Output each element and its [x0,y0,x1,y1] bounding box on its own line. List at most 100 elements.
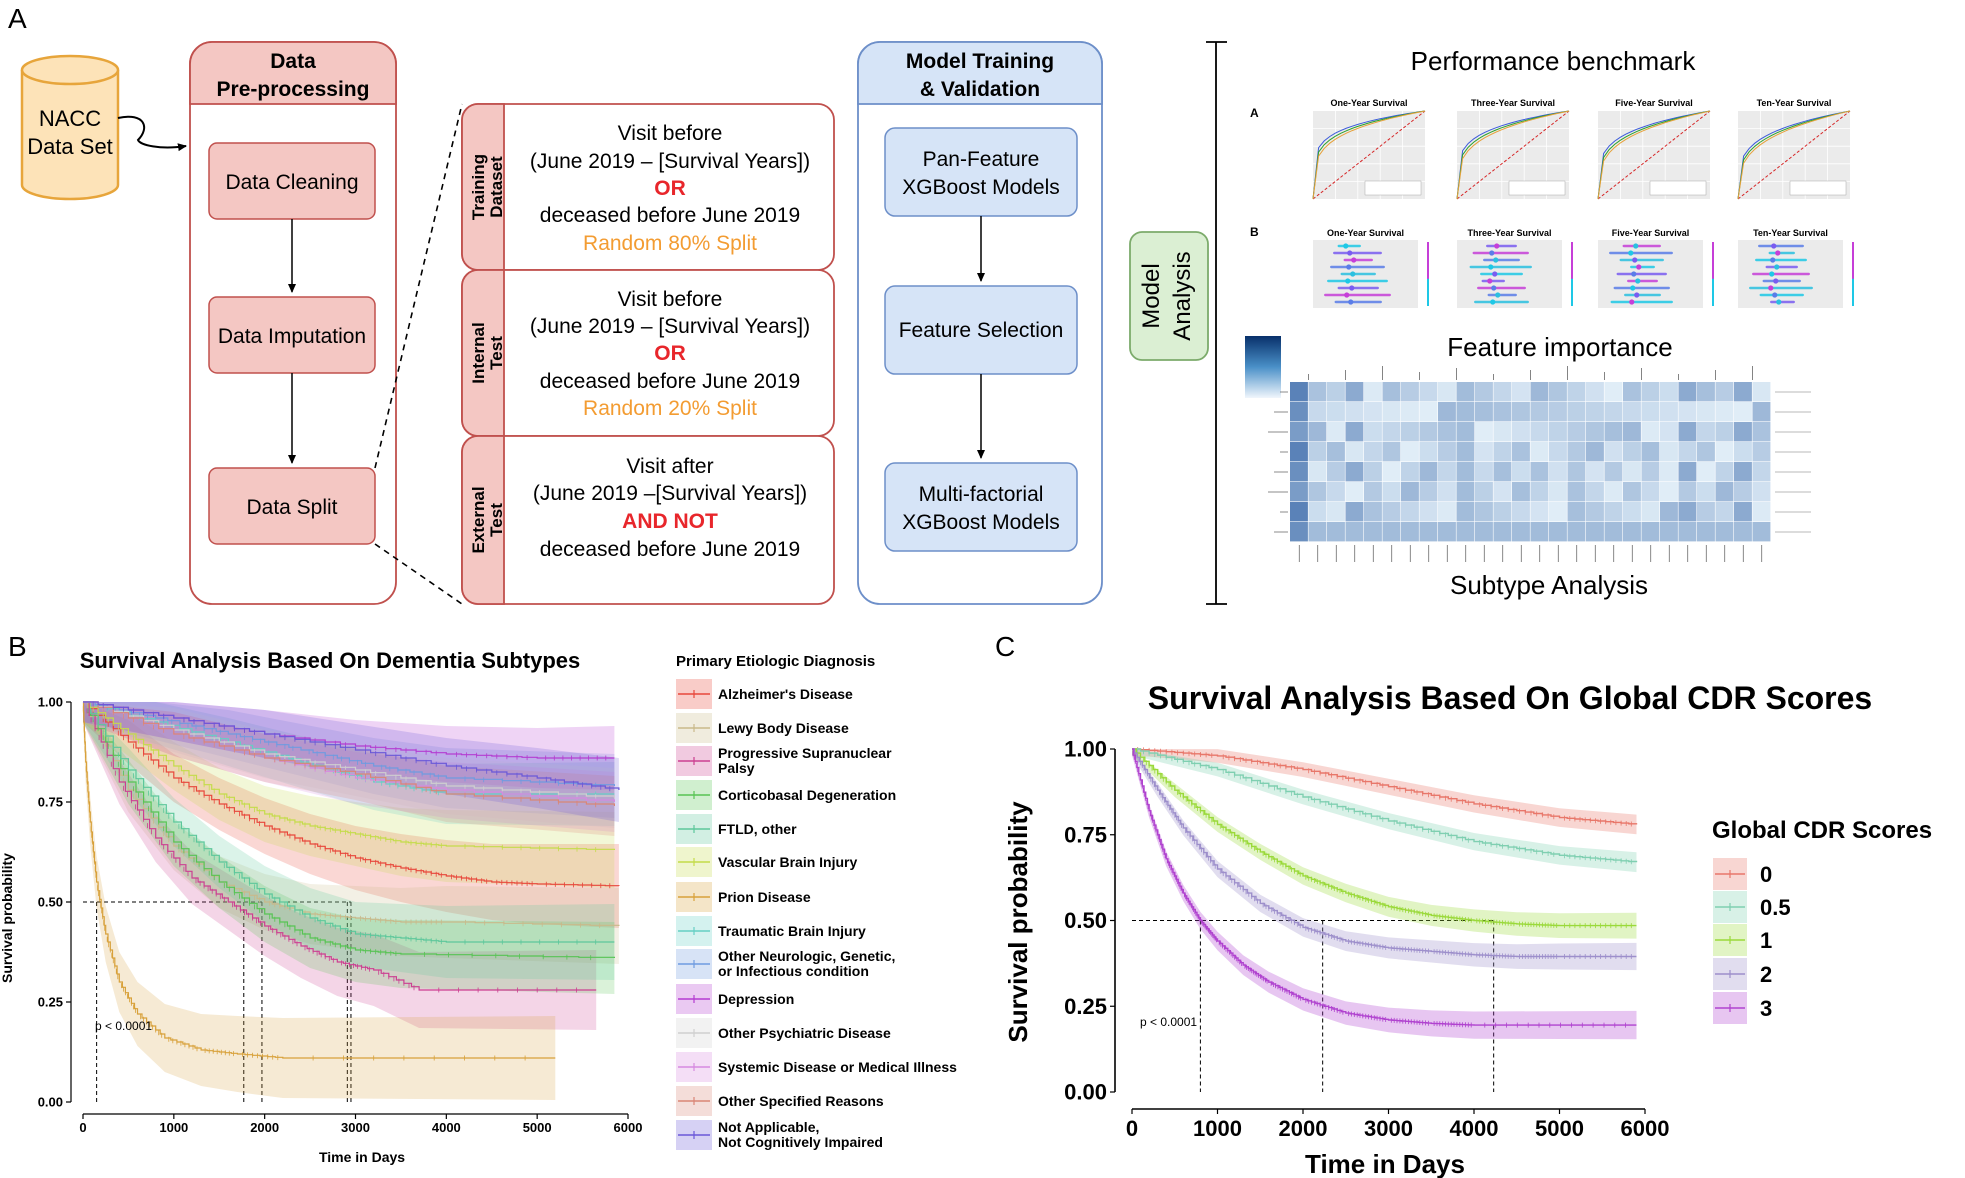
survival-curve [1132,748,1638,825]
legend-b-label: Lewy Body Disease [718,720,849,736]
split-training-label-1: Training [469,154,488,220]
legend-b-label: Other Psychiatric Disease [718,1025,891,1041]
preprocessing-title-1: Data [270,50,316,73]
roc-thumb-1: One-Year Survival [1312,98,1426,200]
legend-b-label: Progressive Supranuclear [718,745,892,761]
survival-curve [1132,748,1637,1026]
ci-band [1132,749,1637,939]
legend-b-item: Systemic Disease or Medical Illness [676,1052,957,1082]
step-pan-feature-l2: XGBoost Models [902,176,1060,199]
shap-thumb-title: Ten-Year Survival [1753,228,1828,238]
legend-c-label: 0.5 [1760,895,1791,920]
legend-b-label: Vascular Brain Injury [718,854,857,870]
chart-c-pvalue: p < 0.0001 [1140,1015,1197,1029]
survival-curve [83,701,620,887]
chart-b-ylabel: Survival probability [0,853,15,983]
legend-b-item: Vascular Brain Injury [676,847,857,877]
shap-thumb-2: Three-Year Survival [1457,228,1573,308]
step-pan-feature [884,127,1078,217]
analysis-thumbnails: Performance benchmark A B One-Year Survi… [1245,46,1854,600]
legend-b-label: Not Applicable, [718,1119,819,1135]
x-tick-label: 3000 [341,1120,370,1135]
analysis-label-1: Model [1138,263,1165,328]
nacc-dataset-cylinder: NACC Data Set [20,54,120,201]
x-tick-label: 6000 [1621,1116,1670,1141]
split-training-line4: Random 80% Split [583,232,757,255]
split-external-label-1: External [469,486,488,553]
y-tick-label: 0.25 [38,995,63,1010]
survival-curve [83,701,620,790]
legend-c-label: 3 [1760,996,1772,1021]
split-external-line2: (June 2019 –[Survival Years]) [533,482,807,505]
shap-thumb-1: One-Year Survival [1313,228,1429,308]
censor-ticks [92,701,611,792]
chart-b-pvalue: p < 0.0001 [95,1019,152,1033]
shap-thumb-4: Ten-Year Survival [1738,228,1854,308]
legend-b-item: Other Neurologic, Genetic,or Infectious … [676,948,895,979]
legend-c-item: 0 [1713,858,1772,890]
x-tick-label: 2000 [1279,1116,1328,1141]
chart-c-legend-title: Global CDR Scores [1712,817,1932,844]
survival-curve [1132,748,1638,863]
survival-curve [83,701,597,991]
legend-b-label: Prion Disease [718,889,811,905]
step-pan-feature-l1: Pan-Feature [923,148,1040,171]
censor-ticks [87,707,597,945]
split-internal-op: OR [654,342,686,365]
split-external-line3: deceased before June 2019 [540,538,800,561]
analysis-label-2: Analysis [1169,251,1196,340]
step-multifactorial-l2: XGBoost Models [902,511,1060,534]
roc-thumb-4: Ten-Year Survival [1737,98,1851,200]
preprocessing-title-2: Pre-processing [217,78,370,101]
x-tick-label: 0 [1126,1116,1138,1141]
y-tick-label: 0.25 [1064,994,1107,1019]
survival-curve [83,701,615,850]
legend-b-item: Not Applicable,Not Cognitively Impaired [676,1119,883,1150]
split-internal-line3: deceased before June 2019 [540,370,800,393]
legend-b-label: Other Specified Reasons [718,1093,884,1109]
sub-label-a: A [1250,106,1259,120]
legend-b-label: Systemic Disease or Medical Illness [718,1059,957,1075]
split-internal-line1: Visit before [618,288,723,311]
step-multifactorial [884,462,1078,552]
roc-thumb-title: Ten-Year Survival [1757,98,1832,108]
dataset-line2: Data Set [27,134,113,159]
y-tick-label: 1.00 [38,695,63,710]
panel-b-dementia-subtypes: B Survival Analysis Based On Dementia Su… [0,631,957,1165]
y-tick-label: 0.00 [1064,1080,1107,1105]
dataset-line1: NACC [39,106,101,131]
split-external: External Test Visit after (June 2019 –[S… [461,435,835,605]
split-training-op: OR [654,177,686,200]
ci-band [83,702,615,980]
legend-b-label: Not Cognitively Impaired [718,1134,883,1150]
dataset-arrow [117,115,187,152]
step-data-split-label: Data Split [246,496,337,519]
ci-band [83,702,556,1100]
step-feature-selection-l1: Feature Selection [899,319,1064,342]
chart-b-legend: Alzheimer's Disease Lewy Body Disease Prog… [676,679,957,1150]
x-tick-label: 1000 [1193,1116,1242,1141]
y-tick-label: 1.00 [1064,737,1107,762]
step-data-split [208,467,376,545]
legend-b-item: Alzheimer's Disease [676,679,853,709]
ci-band [1132,749,1637,971]
performance-title: Performance benchmark [1411,46,1697,76]
ci-band [83,702,619,928]
legend-b-label: Depression [718,991,794,1007]
survival-curve [83,701,615,943]
ci-band [83,702,619,964]
legend-b-item: FTLD, other [676,814,797,844]
x-tick-label: 1000 [159,1120,188,1135]
chart-c: 0 1000 2000 3000 4000 5000 6000 0.00 0.25 0.50 0.7… [1064,737,1669,1141]
legend-c-label: 0 [1760,862,1772,887]
panel-label-b: B [8,631,27,662]
subtype-analysis-title: Subtype Analysis [1450,570,1648,600]
censor-ticks [86,708,577,993]
shap-thumb-3: Five-Year Survival [1598,228,1714,308]
shap-thumb-title: Five-Year Survival [1612,228,1690,238]
split-internal-line2: (June 2019 – [Survival Years]) [530,315,810,338]
y-tick-label: 0.50 [38,895,63,910]
split-training: Training Dataset Visit before (June 2019… [461,103,835,271]
survival-curve [82,701,556,1059]
